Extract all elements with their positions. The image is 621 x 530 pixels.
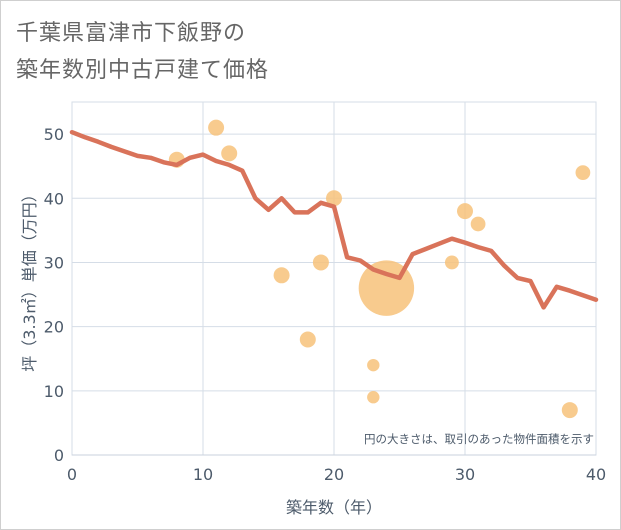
bubble-point bbox=[575, 165, 591, 180]
bubble-point bbox=[299, 331, 316, 348]
bubble-point bbox=[444, 255, 459, 270]
x-tick-label: 20 bbox=[324, 465, 344, 484]
bubble-point bbox=[367, 391, 380, 404]
y-axis-ticks: 0 10 20 30 40 50 bbox=[44, 125, 64, 465]
bubble-point bbox=[208, 119, 225, 136]
chart-title-line-2: 築年数別中古戸建て価格 bbox=[16, 58, 270, 83]
y-axis-title: 坪（3.3㎡）単価（万円） bbox=[20, 186, 39, 371]
bubble-size-note: 円の大きさは、取引のあった物件面積を示す bbox=[364, 432, 594, 446]
y-tick-label: 30 bbox=[44, 253, 64, 272]
y-tick-label: 40 bbox=[44, 189, 64, 208]
bubble-point bbox=[221, 145, 238, 162]
bubble-point bbox=[273, 267, 290, 284]
x-axis-title: 築年数（年） bbox=[286, 498, 382, 517]
y-tick-label: 10 bbox=[44, 382, 64, 401]
y-tick-label: 0 bbox=[54, 446, 64, 465]
x-tick-label: 10 bbox=[193, 465, 213, 484]
bubble-point bbox=[561, 402, 578, 419]
average-line-series bbox=[69, 129, 599, 310]
chart-title-line-1: 千葉県富津市下飯野の bbox=[16, 21, 247, 46]
x-tick-label: 0 bbox=[67, 465, 77, 484]
x-axis-ticks: 0 10 20 30 40 bbox=[67, 465, 606, 484]
average-price-line bbox=[69, 129, 599, 310]
bubble-point bbox=[312, 254, 329, 271]
bubble-point bbox=[367, 358, 380, 372]
y-tick-label: 50 bbox=[44, 125, 64, 144]
x-tick-label: 30 bbox=[455, 465, 475, 484]
x-tick-label: 40 bbox=[586, 465, 606, 484]
bubble-point bbox=[326, 190, 342, 207]
bubble-point bbox=[470, 216, 486, 232]
y-tick-label: 20 bbox=[44, 318, 64, 337]
bubble-point bbox=[457, 203, 473, 220]
